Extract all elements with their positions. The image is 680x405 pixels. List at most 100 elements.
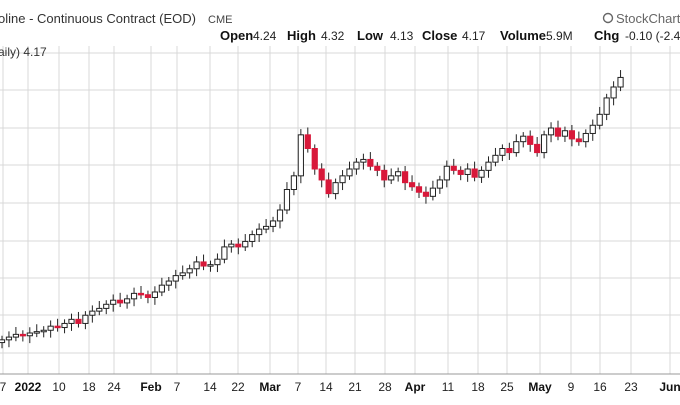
candle [568, 124, 575, 147]
stockcharts-logo-icon [602, 12, 614, 24]
candle [249, 230, 256, 248]
ohlc-value-low: 4.13 [390, 29, 414, 43]
candle [464, 163, 471, 182]
ohlc-value-close: 4.17 [462, 29, 486, 43]
ohlc-value-volume: 5.9M [546, 29, 573, 43]
x-tick-label: 18 [471, 380, 485, 394]
candle [276, 204, 284, 229]
candle [367, 152, 374, 171]
candle [269, 216, 277, 233]
ohlc-value-chg: -0.10 (-2.4 [625, 29, 680, 43]
candle [499, 144, 506, 162]
candle [513, 134, 520, 157]
x-tick-label: 7 [295, 380, 302, 394]
candle [429, 180, 436, 201]
candle [534, 137, 541, 157]
candle [402, 165, 409, 191]
x-tick-label: 18 [82, 380, 96, 394]
candle [0, 335, 6, 349]
candle [117, 292, 124, 308]
candle [137, 285, 145, 299]
candle [325, 172, 332, 198]
candle [283, 182, 291, 215]
candle [575, 131, 582, 146]
x-tick-label: 16 [593, 380, 607, 394]
candle [89, 305, 96, 323]
candle [5, 331, 13, 348]
candle [221, 239, 228, 264]
candle [478, 166, 485, 183]
candle [40, 326, 47, 338]
candle [332, 178, 339, 200]
grid-layer [0, 46, 680, 374]
candle [471, 161, 478, 182]
chart-title: oline - Continuous Contract (EOD) [0, 11, 196, 26]
x-tick-label: Feb [140, 380, 161, 394]
candle [103, 300, 110, 315]
candle [381, 164, 388, 188]
candle [124, 294, 131, 309]
candle [158, 277, 165, 297]
ohlc-label-high: High [287, 28, 316, 43]
candle [304, 127, 311, 153]
candle [207, 260, 214, 272]
candle [388, 168, 395, 185]
exchange-label: CME [208, 14, 232, 26]
candle [151, 286, 159, 305]
x-tick-label: May [528, 380, 552, 394]
ohlc-label-volume: Volume [500, 28, 546, 43]
candle [12, 326, 19, 342]
candle [436, 175, 443, 194]
candle [492, 147, 499, 167]
x-tick-label: 23 [624, 380, 638, 394]
candle [193, 256, 200, 277]
candle [200, 254, 207, 271]
candle [596, 106, 603, 130]
ohlc-label-low: Low [357, 28, 384, 43]
candle [110, 294, 117, 312]
ohlc-label-close: Close [422, 28, 457, 43]
x-tick-label: 7 [174, 380, 181, 394]
candle [443, 160, 450, 188]
candle [165, 276, 172, 291]
candle [26, 327, 33, 344]
candle [353, 158, 360, 175]
candle [68, 313, 75, 331]
candle [179, 265, 186, 280]
candle [415, 182, 423, 198]
candle [603, 93, 610, 121]
candle [485, 156, 492, 178]
x-tick-label: 10 [52, 380, 66, 394]
x-tick-label: 28 [378, 380, 392, 394]
candle [520, 132, 527, 148]
candle [527, 130, 534, 152]
candle [235, 238, 242, 255]
candle [450, 158, 457, 175]
candle [61, 319, 68, 334]
x-tick-label: 2022 [15, 380, 42, 394]
x-tick-label: 7 [0, 380, 7, 394]
candle [54, 318, 61, 332]
candle [242, 234, 249, 251]
candle [144, 290, 152, 304]
candle-layer [0, 70, 624, 349]
price-legend: aily) 4.17 [0, 45, 47, 59]
ohlc-value-high: 4.32 [321, 29, 345, 43]
candle [339, 170, 346, 191]
candle [422, 186, 430, 204]
candle [228, 240, 235, 253]
candle [346, 161, 353, 180]
x-tick-label: 11 [442, 380, 455, 394]
x-axis-ticks: 7 2022 10 18 24 Feb 7 14 22 Mar 7 14 21 28 Apr 11 18 25 Ma… [0, 380, 680, 394]
x-tick-label: 24 [107, 380, 121, 394]
candle [457, 166, 464, 181]
candle [214, 253, 221, 273]
candle [33, 324, 40, 338]
candle [318, 163, 325, 188]
x-tick-label: Apr [405, 380, 426, 394]
candle [256, 223, 263, 242]
candle [75, 311, 82, 328]
x-tick-label: Jun [659, 380, 680, 394]
